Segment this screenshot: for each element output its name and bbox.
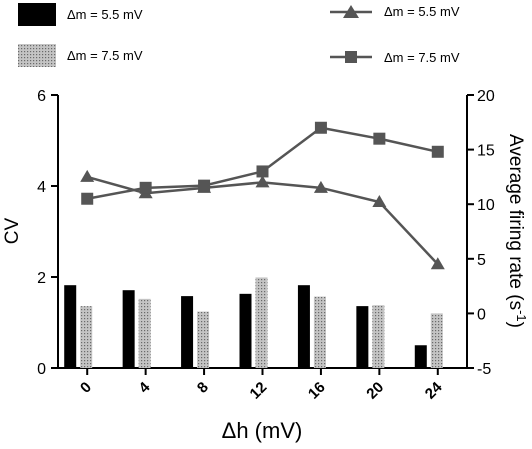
bar	[372, 305, 385, 368]
square-point	[373, 132, 386, 145]
legend-square-marker	[345, 51, 357, 63]
bar	[239, 293, 252, 368]
bar	[64, 285, 77, 368]
x-tick-label: 12	[247, 379, 271, 403]
square-point	[81, 192, 94, 205]
triangle-point	[372, 195, 387, 208]
bar	[430, 313, 443, 368]
triangle-point	[80, 169, 95, 182]
bars	[64, 277, 443, 368]
bar	[356, 306, 369, 368]
x-axis-title: Δh (mV)	[222, 418, 303, 443]
triangle-point	[255, 175, 270, 188]
bar	[80, 306, 93, 368]
x-tick-label: 24	[422, 378, 446, 402]
square-point	[198, 179, 211, 192]
right-tick-label: 10	[477, 197, 495, 214]
x-tick-label: 4	[136, 378, 154, 396]
x-axis-ticks: 0 4 8 12 16 20 24	[77, 368, 446, 403]
square-point	[256, 165, 269, 178]
x-tick-label: 16	[305, 379, 329, 403]
left-tick-label: 2	[37, 270, 46, 287]
right-tick-label: 20	[477, 88, 495, 105]
legend-label-bar-7-5: Δm = 7.5 mV	[67, 48, 143, 63]
right-axis-ticks: -5 0 5 10 15 20	[467, 88, 495, 378]
bar	[122, 290, 135, 368]
unit-superscript: -1	[515, 310, 530, 322]
square-point	[431, 145, 444, 158]
right-tick-label: 15	[477, 143, 495, 160]
legend-label-line-7-5: Δm = 7.5 mV	[384, 50, 460, 65]
square-point	[314, 121, 327, 134]
right-tick-label: 0	[477, 306, 486, 323]
bar	[313, 296, 326, 368]
right-tick-label: 5	[477, 252, 486, 269]
bar	[138, 298, 151, 368]
left-tick-label: 4	[37, 179, 46, 196]
square-point	[139, 181, 152, 194]
x-tick-label: 8	[194, 379, 212, 397]
legend-triangle-marker	[343, 5, 359, 18]
left-axis-ticks: 0 2 4 6	[37, 88, 58, 378]
legend-label-line-5-5: Δm = 5.5 mV	[384, 4, 460, 19]
legend-swatch-bar-5-5	[18, 3, 56, 26]
bar	[297, 285, 310, 368]
left-tick-label: 0	[37, 361, 46, 378]
triangle-point	[430, 257, 445, 270]
lines	[80, 121, 445, 270]
bar	[197, 311, 210, 368]
x-tick-label: 20	[363, 379, 387, 403]
y-right-axis-title: Average firing rate (s-1)	[505, 134, 530, 328]
y-left-axis-title: CV	[2, 217, 23, 244]
legend: Δm = 5.5 mV Δm = 7.5 mV Δm = 5.5 mV Δm =…	[18, 3, 460, 67]
bar	[181, 296, 194, 368]
bar	[255, 277, 268, 368]
triangle-point	[313, 180, 328, 193]
legend-swatch-bar-7-5	[18, 44, 56, 67]
left-tick-label: 6	[37, 88, 46, 105]
bar	[414, 345, 427, 368]
x-tick-label: 0	[77, 379, 95, 397]
right-tick-label: -5	[477, 361, 491, 378]
legend-label-bar-5-5: Δm = 5.5 mV	[67, 7, 143, 22]
